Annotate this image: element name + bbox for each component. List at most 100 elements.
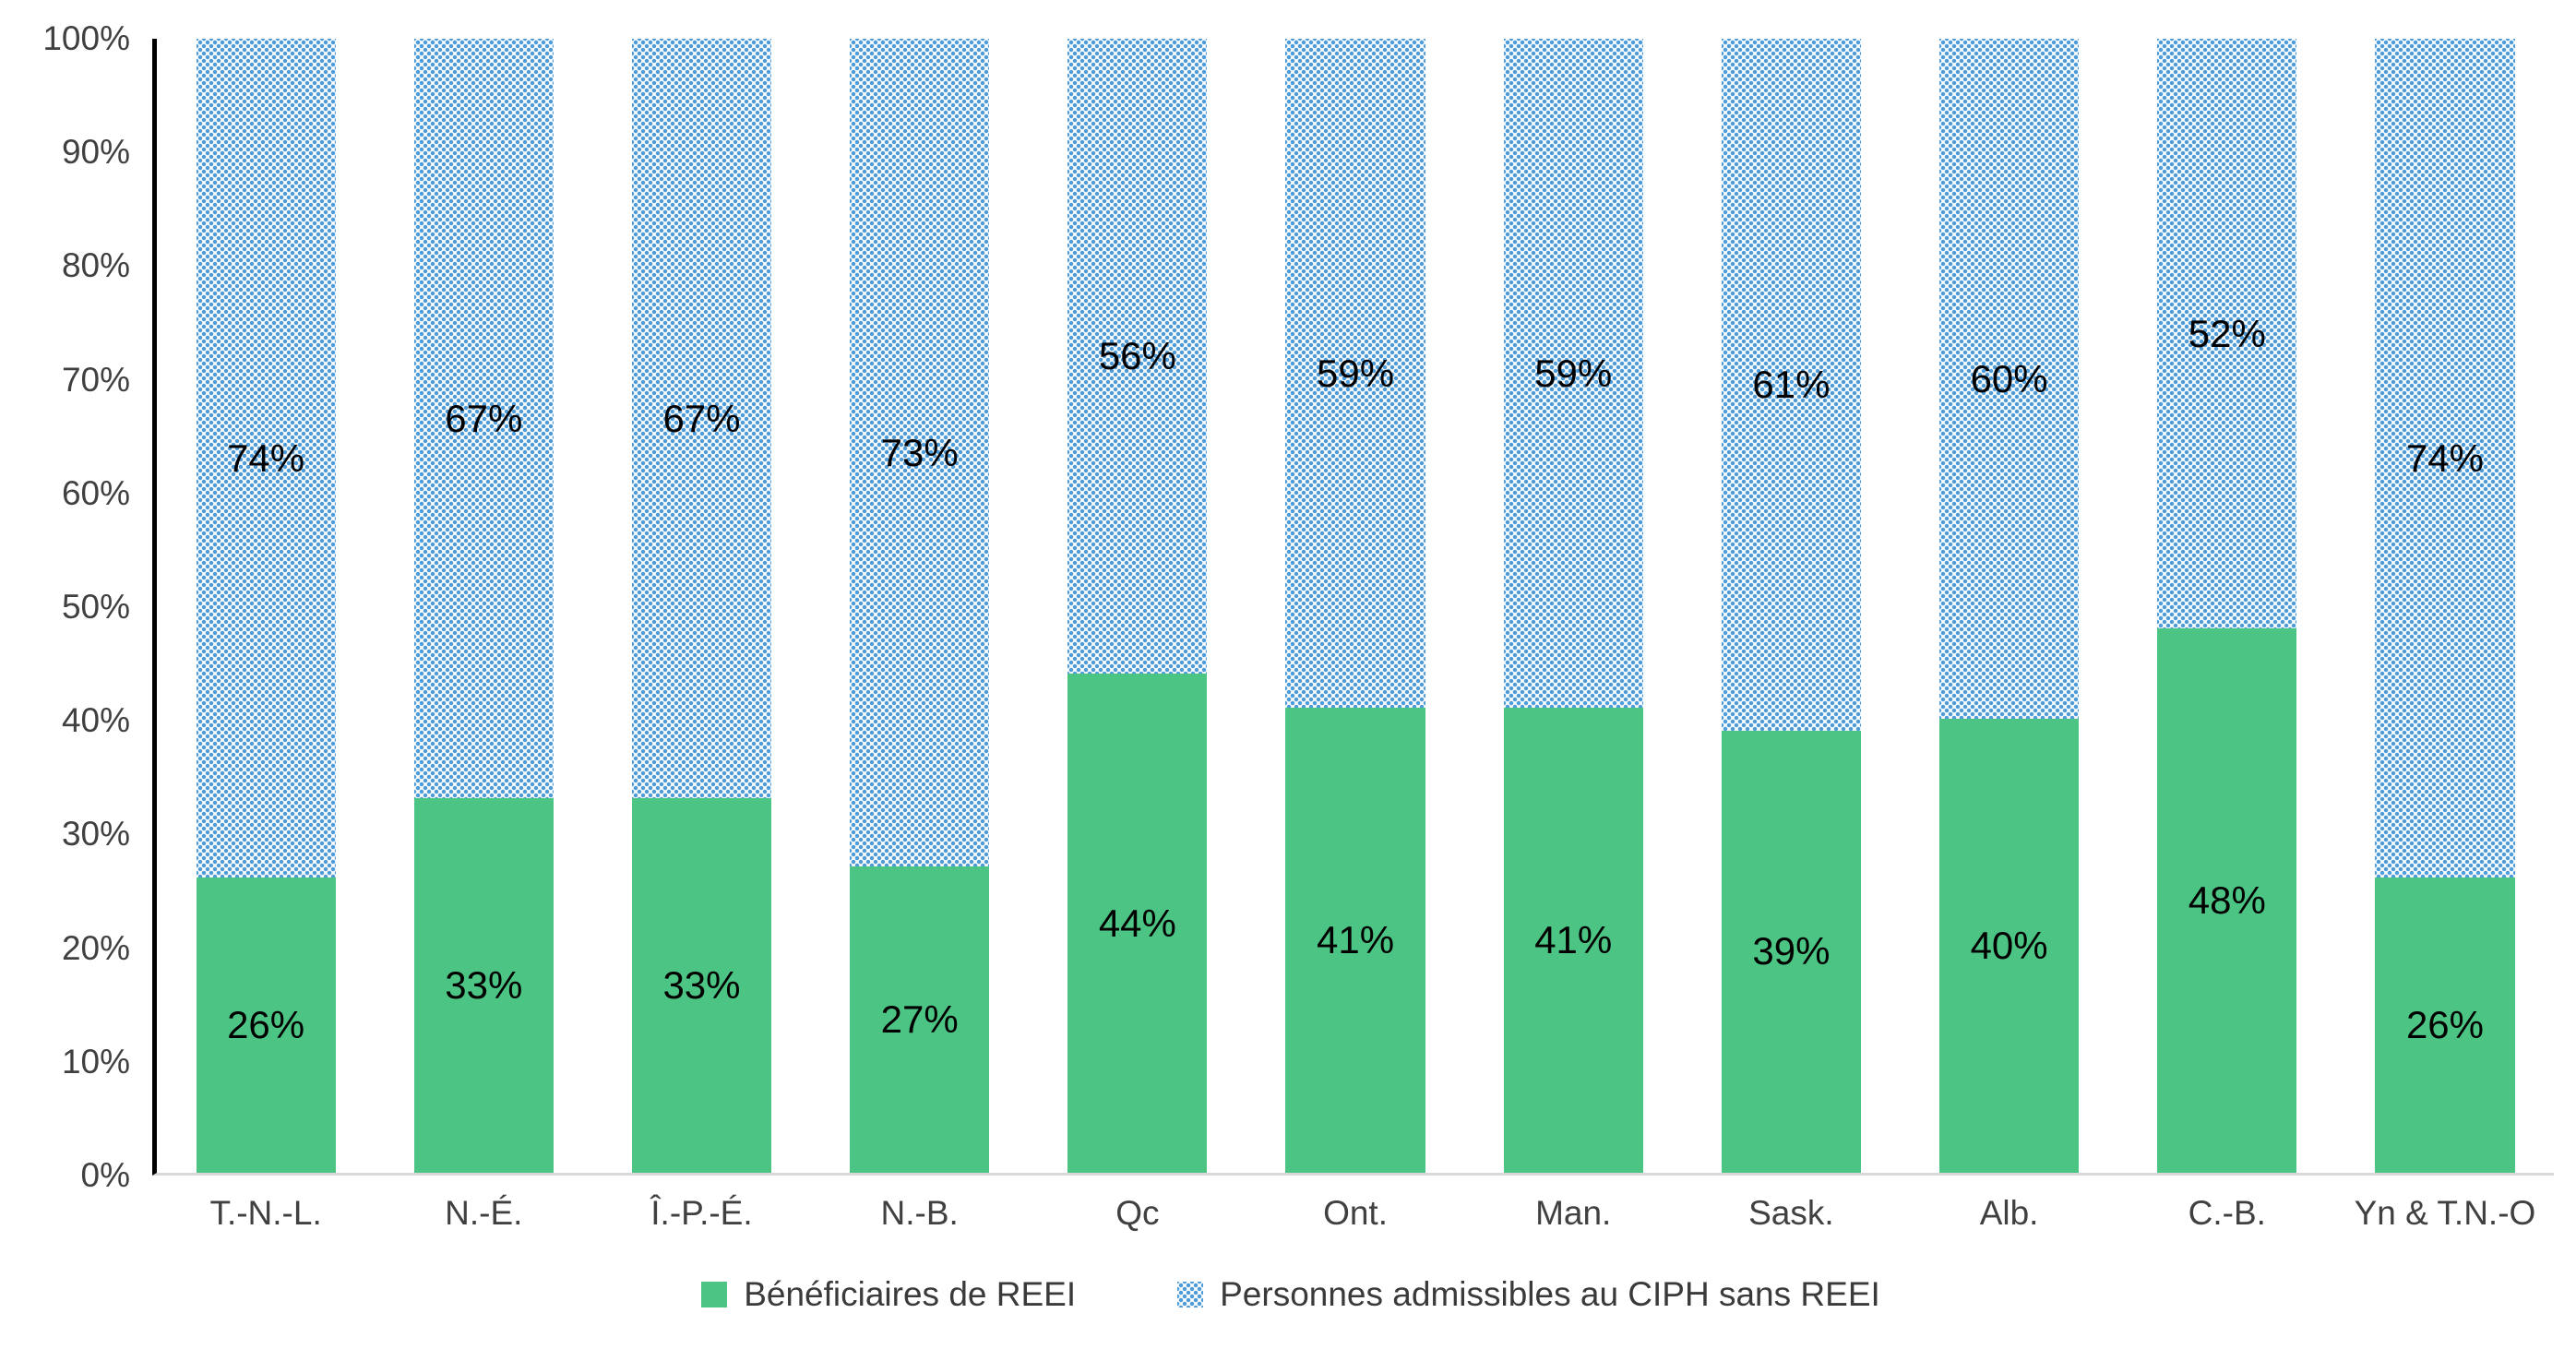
bar-segment: 44% (1067, 674, 1208, 1173)
bar-segment: 67% (413, 39, 554, 799)
bar-segment: 60% (1939, 39, 2080, 720)
bar-column: 73% 27% (811, 39, 1029, 1173)
x-axis-category-label: Î.-P.-É. (650, 1194, 753, 1232)
data-label: 33% (662, 963, 741, 1008)
stacked-bar: 56% 44% (1067, 39, 1208, 1173)
stacked-bar: 52% 48% (2157, 39, 2297, 1173)
bar-column: 74% 26% (2336, 39, 2554, 1173)
data-label: 67% (662, 396, 741, 440)
bar-column: 61% 39% (1682, 39, 1900, 1173)
data-label: 67% (445, 396, 523, 440)
x-axis-category-label: N.-É. (445, 1194, 523, 1232)
bar-segment: 26% (196, 877, 336, 1173)
stacked-bar: 60% 40% (1939, 39, 2080, 1173)
stacked-bar: 73% 27% (850, 39, 990, 1173)
data-label: 40% (1970, 924, 2048, 968)
bar-column: 60% 40% (1901, 39, 2118, 1173)
bar-segment: 41% (1503, 708, 1643, 1173)
bar-column: 59% 41% (1464, 39, 1682, 1173)
data-label: 44% (1098, 901, 1176, 945)
bar-segment: 52% (2157, 39, 2297, 629)
bar-segment: 48% (2157, 628, 2297, 1173)
bar-segment: 33% (413, 798, 554, 1173)
stacked-bar: 74% 26% (196, 39, 336, 1173)
data-label: 33% (445, 963, 523, 1008)
stacked-bar: 74% 26% (2375, 39, 2515, 1173)
y-axis-tick-label: 40% (61, 701, 130, 740)
bar-segment: 61% (1721, 39, 1861, 731)
bar-segment: 56% (1067, 39, 1208, 674)
x-axis-category-label: Yn & T.N.-O (2354, 1194, 2536, 1232)
data-label: 61% (1752, 362, 1831, 406)
data-label: 41% (1317, 918, 1395, 962)
bar-segment: 59% (1503, 39, 1643, 709)
bar-column: 67% 33% (375, 39, 592, 1173)
bar-segment: 73% (850, 39, 990, 867)
y-axis-tick-label: 70% (61, 360, 130, 399)
data-label: 52% (2188, 311, 2266, 355)
data-label: 74% (2405, 436, 2484, 480)
bar-segment: 67% (631, 39, 772, 799)
data-label: 27% (880, 997, 959, 1042)
x-axis-category-label: Qc (1115, 1194, 1160, 1232)
y-axis-tick-label: 50% (61, 588, 130, 626)
x-axis-category-label: Alb. (1979, 1194, 2039, 1232)
bar-column: 52% 48% (2118, 39, 2336, 1173)
data-label: 39% (1752, 929, 1831, 973)
x-axis-category-label: Ont. (1323, 1194, 1388, 1232)
data-label: 60% (1970, 356, 2048, 400)
y-axis-tick-label: 10% (61, 1042, 130, 1080)
data-label: 59% (1534, 351, 1613, 395)
data-label: 41% (1534, 918, 1613, 962)
stacked-bar: 67% 33% (631, 39, 772, 1173)
bar-segment: 40% (1939, 719, 2080, 1173)
legend-solid-square-icon (701, 1282, 728, 1307)
bar-segment: 41% (1285, 708, 1425, 1173)
stacked-bar: 59% 41% (1503, 39, 1643, 1173)
legend-item: Bénéficiaires de REEI (701, 1275, 1076, 1314)
x-axis-category-label: T.-N.-L. (209, 1194, 322, 1232)
x-axis-category-label: Man. (1535, 1194, 1612, 1232)
legend-label: Personnes admissibles au CIPH sans REEI (1220, 1275, 1880, 1313)
legend-dotted-square-icon (1177, 1282, 1204, 1307)
x-axis-category-label: N.-B. (880, 1194, 959, 1232)
bar-column: 56% 44% (1029, 39, 1246, 1173)
y-axis-tick-label: 30% (61, 815, 130, 854)
data-label: 59% (1317, 351, 1395, 395)
data-label: 73% (880, 430, 959, 474)
legend-item: Personnes admissibles au CIPH sans REEI (1177, 1275, 1880, 1314)
data-label: 74% (227, 436, 305, 480)
y-axis-tick-label: 100% (42, 19, 130, 57)
y-axis-tick-label: 0% (80, 1156, 130, 1194)
bar-segment: 59% (1285, 39, 1425, 709)
y-axis-tick-label: 80% (61, 246, 130, 285)
bar-segment: 39% (1721, 730, 1861, 1173)
bar-segment: 27% (850, 866, 990, 1173)
stacked-bar: 67% 33% (413, 39, 554, 1173)
y-axis: 100% 90% 80% 70% 60% 50% 40% 30% 20% 10% 0% (28, 19, 152, 1194)
plot-row: 100% 90% 80% 70% 60% 50% 40% 30% 20% 10% 0% 74% 26%… (28, 19, 2554, 1194)
legend-label: Bénéficiaires de REEI (744, 1275, 1077, 1313)
plot-area: 74% 26% 67% 33% 67% 33% 73% 27% 56% 44% 59% 41% 59% 4… (152, 39, 2554, 1176)
data-label: 26% (227, 1003, 305, 1047)
bar-segment: 74% (196, 39, 336, 878)
y-axis-tick-label: 90% (61, 133, 130, 172)
x-axis-category-label: C.-B. (2188, 1194, 2266, 1232)
stacked-bar: 61% 39% (1721, 39, 1861, 1173)
bar-column: 67% 33% (592, 39, 810, 1173)
data-label: 48% (2188, 878, 2266, 923)
stacked-bar: 59% 41% (1285, 39, 1425, 1173)
data-label: 56% (1098, 334, 1176, 378)
bar-segment: 26% (2375, 877, 2515, 1173)
bar-column: 74% 26% (157, 39, 375, 1173)
bar-segment: 33% (631, 798, 772, 1173)
y-axis-tick-label: 60% (61, 473, 130, 512)
bar-column: 59% 41% (1246, 39, 1464, 1173)
y-axis-tick-label: 20% (61, 928, 130, 967)
legend: Bénéficiaires de REEI Personnes admissibl… (28, 1275, 2554, 1314)
bar-segment: 74% (2375, 39, 2515, 878)
data-label: 26% (2405, 1003, 2484, 1047)
x-axis-labels: T.-N.-L. N.-É. Î.-P.-É. N.-B. Qc Ont. Man. Sask… (157, 1176, 2554, 1233)
x-axis-category-label: Sask. (1748, 1194, 1834, 1232)
